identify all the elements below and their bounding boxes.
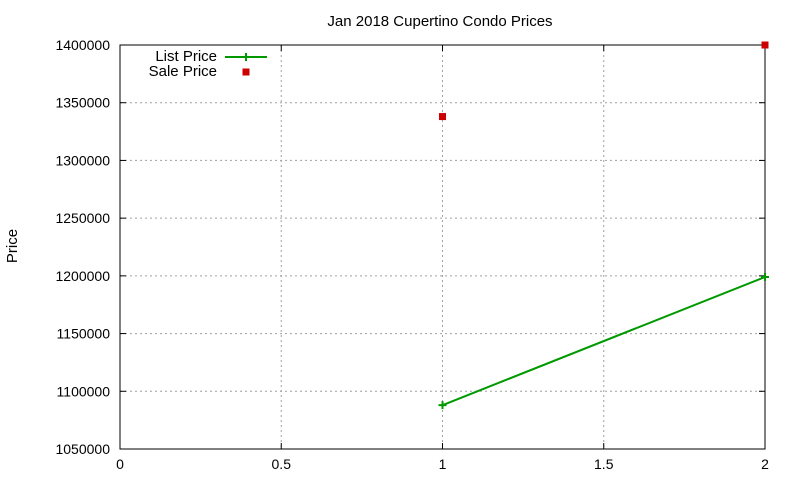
x-tick-label: 1.5 (594, 456, 614, 472)
y-tick-label: 1200000 (55, 268, 110, 284)
chart-title: Jan 2018 Cupertino Condo Prices (327, 13, 552, 30)
sale-price-point (761, 41, 769, 49)
x-tick-label: 0 (116, 456, 124, 472)
y-tick-label: 1250000 (55, 210, 110, 226)
x-tick-label: 2 (761, 456, 769, 472)
y-tick-label: 1400000 (55, 37, 110, 53)
legend-marker-list-price (242, 53, 250, 61)
x-tick-label: 1 (439, 456, 447, 472)
y-tick-label: 1100000 (57, 383, 111, 399)
list-price-point (438, 401, 447, 410)
legend-label-sale-price: Sale Price (149, 63, 217, 80)
legend: List Price Sale Price (149, 48, 267, 80)
y-tick-label: 1050000 (55, 441, 110, 457)
legend-label-list-price: List Price (155, 48, 217, 65)
grid-lines (120, 45, 765, 449)
sale-price-point (439, 113, 446, 121)
y-tick-label: 1350000 (55, 95, 110, 111)
y-axis-label: Price (4, 229, 21, 263)
x-tick-label: 0.5 (272, 456, 292, 472)
y-tick-label: 1300000 (55, 152, 110, 168)
legend-marker-sale-price (242, 68, 250, 76)
axis-ticks: 0 0.5 1 1.5 2 1050000 1100000 1150000 1200000 125… (55, 37, 769, 472)
list-price-point (761, 273, 769, 282)
list-price-line (442, 276, 766, 407)
series-layer (438, 41, 769, 410)
y-tick-label: 1150000 (57, 326, 111, 342)
